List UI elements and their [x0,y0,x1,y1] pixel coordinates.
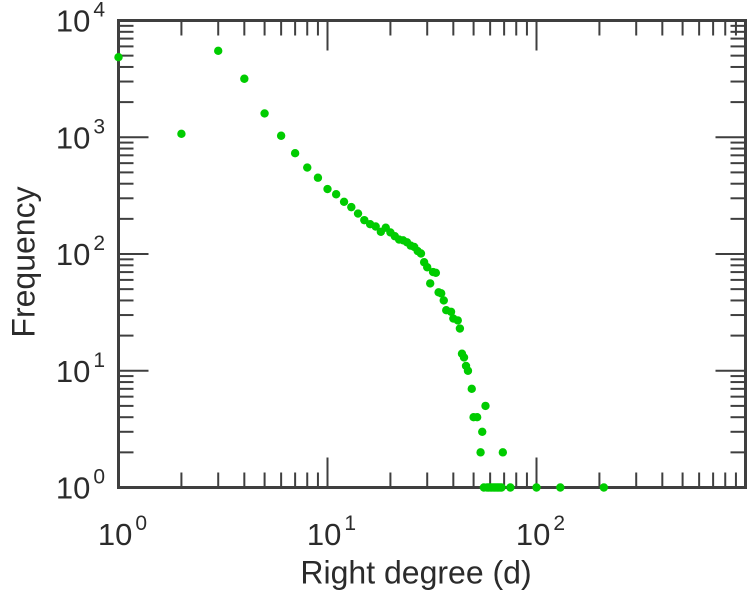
data-point [439,296,448,305]
y-axis-title: Frequency [5,186,42,338]
data-point [276,131,286,140]
data-point [481,401,490,411]
data-point [425,279,435,288]
data-point [472,413,482,422]
data-point [360,215,369,225]
y-tick-label: 10 1 [56,349,105,389]
tick-exponent: 0 [93,466,105,489]
data-point [446,307,456,316]
tick-exponent: 1 [93,349,105,372]
data-point [416,249,426,258]
data-point [506,483,515,492]
tick-exponent: 2 [553,512,565,535]
data-point [455,324,465,333]
data-point [260,109,269,118]
data-point [556,483,565,492]
data-point [437,289,446,298]
x-tick-label: 10 0 [98,512,147,552]
data-point [478,427,487,436]
x-tick-label: 10 1 [307,512,356,552]
data-point [240,74,249,83]
data-point [431,268,441,278]
tick-exponent: 1 [344,512,356,535]
data-point [290,149,300,158]
data-point [497,483,506,492]
data-point [498,448,508,457]
data-point [463,366,473,375]
y-tick-label: 10 4 [56,0,105,39]
tick-exponent: 3 [93,115,105,138]
data-point [353,209,363,218]
y-tick-label: 10 2 [56,232,105,272]
data-point [371,222,380,231]
y-tick-label: 10 0 [56,466,105,506]
tick-exponent: 2 [93,232,105,255]
x-tick-label: 10 2 [516,512,565,552]
data-point [323,184,332,194]
y-tick-label: 10 3 [56,115,105,155]
data-point [453,316,462,325]
data-point [214,46,223,56]
tick-exponent: 4 [93,0,105,22]
data-point [313,173,323,182]
tick-exponent: 0 [135,512,147,535]
data-point [303,163,312,172]
x-axis-title: Right degree (d) [300,554,532,591]
data-point [339,197,349,206]
data-point [423,263,432,272]
data-point [114,52,123,62]
data-point [177,129,186,139]
data-point [467,384,476,394]
data-point [599,483,609,492]
data-point [459,353,469,362]
data-point [476,448,485,457]
data-point [532,483,541,492]
data-point [331,190,341,199]
data-point [347,202,356,212]
